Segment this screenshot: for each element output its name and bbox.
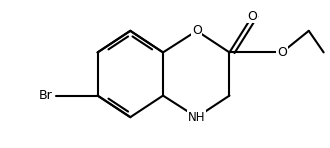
Text: NH: NH xyxy=(188,111,206,124)
Text: Br: Br xyxy=(39,89,53,102)
Text: O: O xyxy=(247,10,257,23)
Text: O: O xyxy=(192,24,202,37)
Text: O: O xyxy=(277,46,287,59)
